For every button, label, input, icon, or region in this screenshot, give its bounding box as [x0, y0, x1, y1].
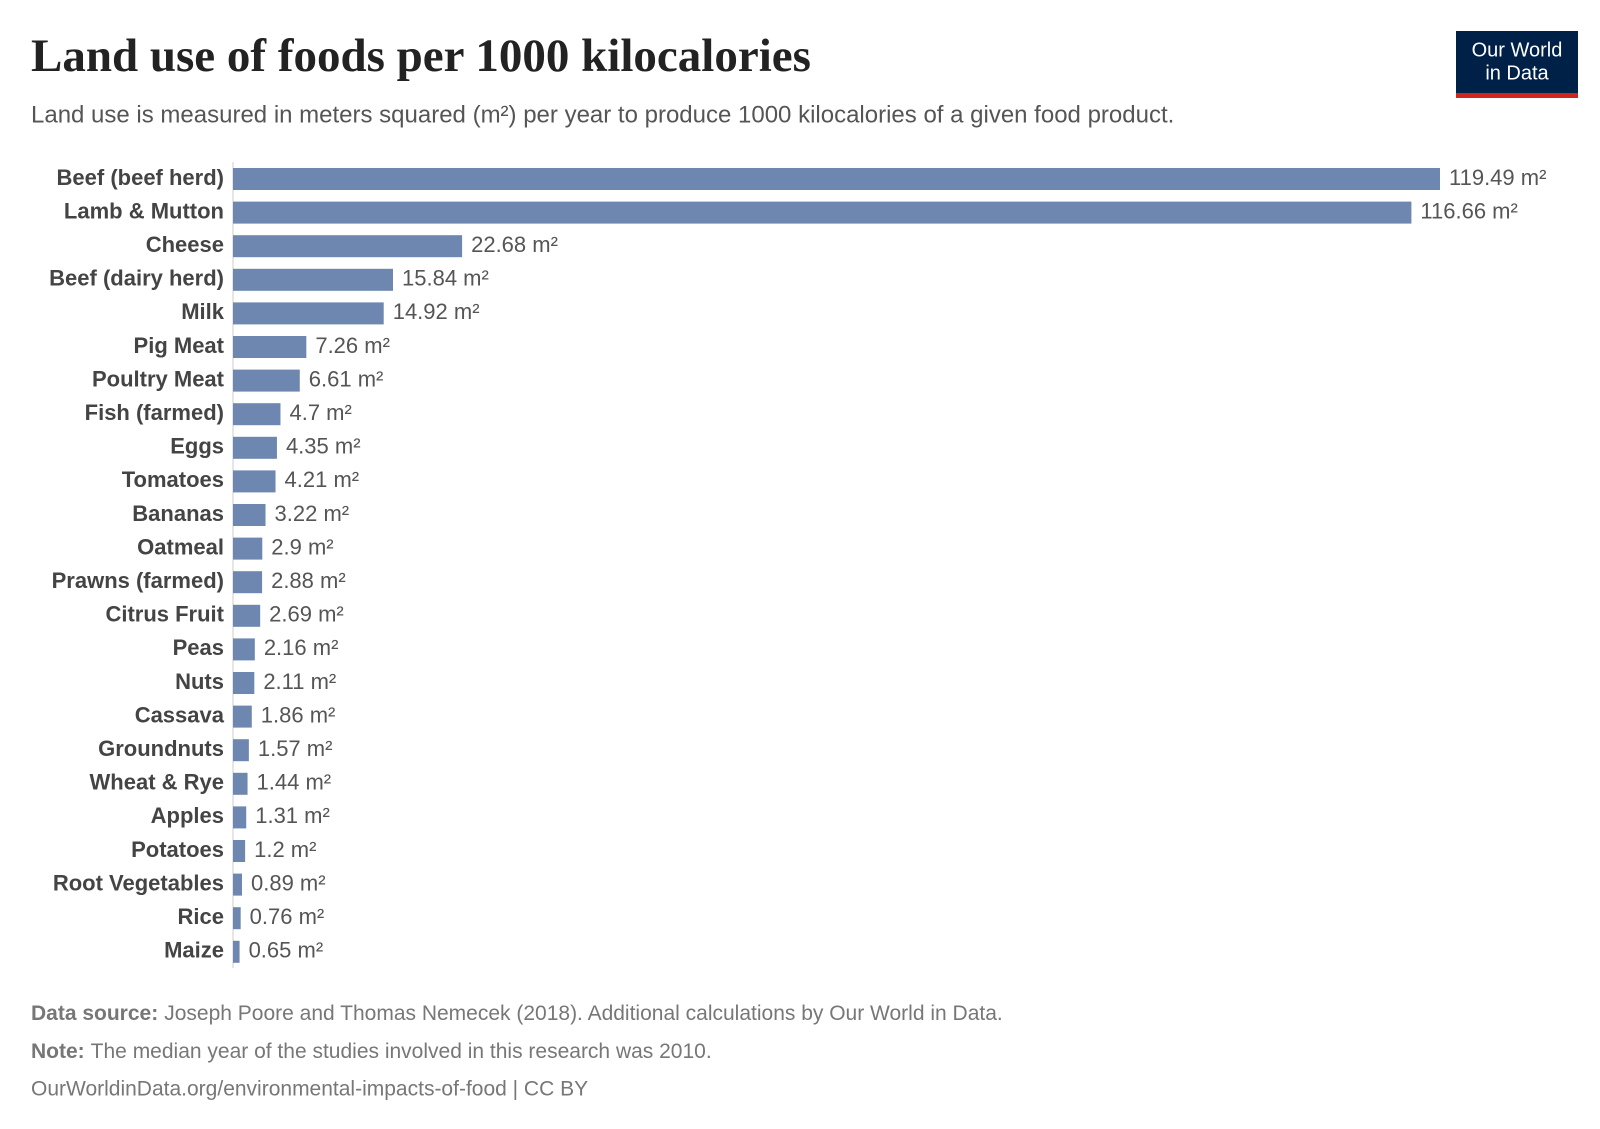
bar	[233, 268, 394, 291]
category-label: Beef (beef herd)	[57, 165, 224, 190]
category-label: Beef (dairy herd)	[49, 266, 224, 291]
source: Data source: Joseph Poore and Thomas Neme…	[31, 1002, 1003, 1025]
bar	[233, 940, 240, 963]
bar	[233, 369, 300, 392]
bar	[233, 672, 255, 694]
category-label: Lamb & Mutton	[64, 198, 224, 223]
value-label: 2.69 m²	[269, 602, 344, 627]
category-label: Potatoes	[131, 837, 224, 862]
bar	[233, 436, 277, 459]
value-label: 15.84 m²	[402, 266, 489, 291]
bar	[233, 168, 1440, 190]
value-label: 2.11 m²	[263, 669, 336, 694]
value-label: 2.88 m²	[271, 568, 346, 593]
source-label: Data source:	[31, 1002, 158, 1025]
value-label: 4.35 m²	[286, 434, 361, 459]
category-label: Apples	[151, 803, 224, 828]
category-label: Maize	[164, 938, 224, 963]
category-label: Cassava	[135, 702, 225, 727]
bar	[233, 470, 276, 493]
bar	[233, 537, 263, 560]
bar	[233, 201, 1412, 224]
bar	[233, 806, 247, 829]
bar	[233, 873, 242, 896]
value-label: 119.49 m²	[1449, 165, 1546, 190]
category-label: Wheat & Rye	[90, 770, 224, 795]
value-label: 3.22 m²	[275, 501, 350, 526]
value-label: 1.31 m²	[255, 803, 330, 828]
bar	[233, 705, 252, 728]
value-label: 0.76 m²	[250, 904, 325, 929]
logo-stripe	[1456, 93, 1578, 98]
bar	[233, 403, 281, 426]
value-label: 14.92 m²	[393, 299, 480, 324]
logo-box	[1456, 31, 1578, 97]
note-text: The median year of the studies involved …	[91, 1040, 712, 1063]
bar	[233, 772, 248, 795]
category-label: Prawns (farmed)	[52, 568, 224, 593]
category-label: Eggs	[170, 434, 224, 459]
category-label: Pig Meat	[134, 333, 225, 358]
value-label: 2.9 m²	[271, 534, 333, 559]
category-label: Peas	[173, 635, 224, 660]
category-label: Milk	[181, 299, 225, 324]
value-label: 22.68 m²	[471, 232, 558, 257]
category-label: Fish (farmed)	[85, 400, 224, 425]
logo[interactable]: Our World in Data	[1456, 31, 1578, 98]
category-label: Citrus Fruit	[105, 602, 224, 627]
note-label: Note:	[31, 1040, 85, 1063]
category-label: Root Vegetables	[53, 870, 224, 895]
chart-title: Land use of foods per 1000 kilocalories	[31, 30, 811, 82]
bar	[233, 571, 263, 594]
category-label: Poultry Meat	[92, 366, 225, 391]
bar	[233, 302, 384, 325]
logo-text: in Data	[1485, 62, 1549, 84]
bar	[233, 638, 255, 661]
source-text: Joseph Poore and Thomas Nemecek (2018). …	[164, 1002, 1003, 1025]
category-label: Cheese	[146, 232, 224, 257]
category-label: Tomatoes	[122, 467, 224, 492]
value-label: 1.86 m²	[261, 702, 336, 727]
note: Note: The median year of the studies invo…	[31, 1040, 712, 1063]
value-label: 4.7 m²	[289, 400, 351, 425]
bar	[233, 907, 241, 930]
value-label: 6.61 m²	[309, 366, 384, 391]
chart-subtitle: Land use is measured in meters squared (…	[31, 101, 1174, 128]
bar	[233, 604, 261, 627]
value-label: 0.65 m²	[249, 938, 324, 963]
category-label: Groundnuts	[98, 736, 224, 761]
category-label: Nuts	[175, 669, 224, 694]
category-label: Rice	[178, 904, 224, 929]
value-label: 0.89 m²	[251, 870, 326, 895]
value-label: 1.44 m²	[257, 770, 332, 795]
value-label: 116.66 m²	[1420, 198, 1517, 223]
value-label: 4.21 m²	[285, 467, 360, 492]
category-label: Oatmeal	[137, 534, 224, 559]
value-label: 1.2 m²	[254, 837, 316, 862]
logo-text: Our World	[1472, 39, 1563, 61]
url: OurWorldinData.org/environmental-impacts…	[31, 1078, 588, 1101]
bar	[233, 235, 463, 258]
value-label: 7.26 m²	[315, 333, 390, 358]
bar	[233, 739, 249, 762]
value-label: 1.57 m²	[258, 736, 333, 761]
bar	[233, 504, 266, 526]
bar	[233, 840, 246, 862]
category-label: Bananas	[132, 501, 224, 526]
value-label: 2.16 m²	[264, 635, 339, 660]
bar	[233, 336, 307, 358]
